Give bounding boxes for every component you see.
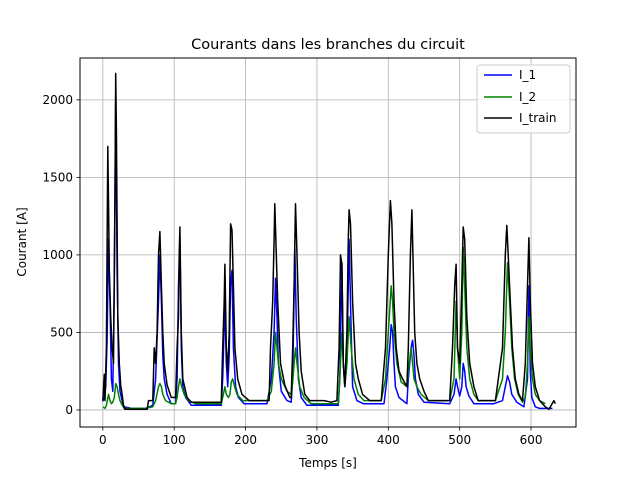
y-tick-label: 500 bbox=[50, 325, 73, 339]
y-tick-label: 1000 bbox=[42, 248, 73, 262]
legend: I_1 I_2 I_train bbox=[476, 64, 571, 134]
legend-label-i1: I_1 bbox=[519, 68, 536, 82]
y-tick-label: 0 bbox=[65, 403, 73, 417]
x-tick-label: 600 bbox=[520, 433, 543, 447]
legend-label-itrain: I_train bbox=[519, 111, 556, 125]
series-line-i-train bbox=[102, 72, 556, 410]
axes-frame bbox=[79, 57, 577, 428]
x-tick-label: 400 bbox=[377, 433, 400, 447]
x-axis-label: Temps [s] bbox=[298, 456, 357, 470]
legend-label-i2: I_2 bbox=[519, 90, 536, 104]
x-tick-label: 0 bbox=[99, 433, 107, 447]
x-tick-label: 500 bbox=[448, 433, 471, 447]
x-tick-label: 200 bbox=[234, 433, 257, 447]
legend-box bbox=[476, 64, 571, 134]
y-tick-label: 2000 bbox=[42, 93, 73, 107]
x-tick-label: 300 bbox=[305, 433, 328, 447]
chart-title: Courants dans les branches du circuit bbox=[191, 37, 465, 53]
y-tick-label: 1500 bbox=[42, 170, 73, 184]
series-line-i-2 bbox=[102, 246, 546, 410]
series-layer bbox=[102, 72, 556, 410]
y-axis-label: Courant [A] bbox=[15, 207, 29, 276]
x-tick-label: 100 bbox=[163, 433, 186, 447]
ticks: 0 100 200 300 400 500 600 0 500 1000 1500 2000 bbox=[42, 93, 542, 447]
